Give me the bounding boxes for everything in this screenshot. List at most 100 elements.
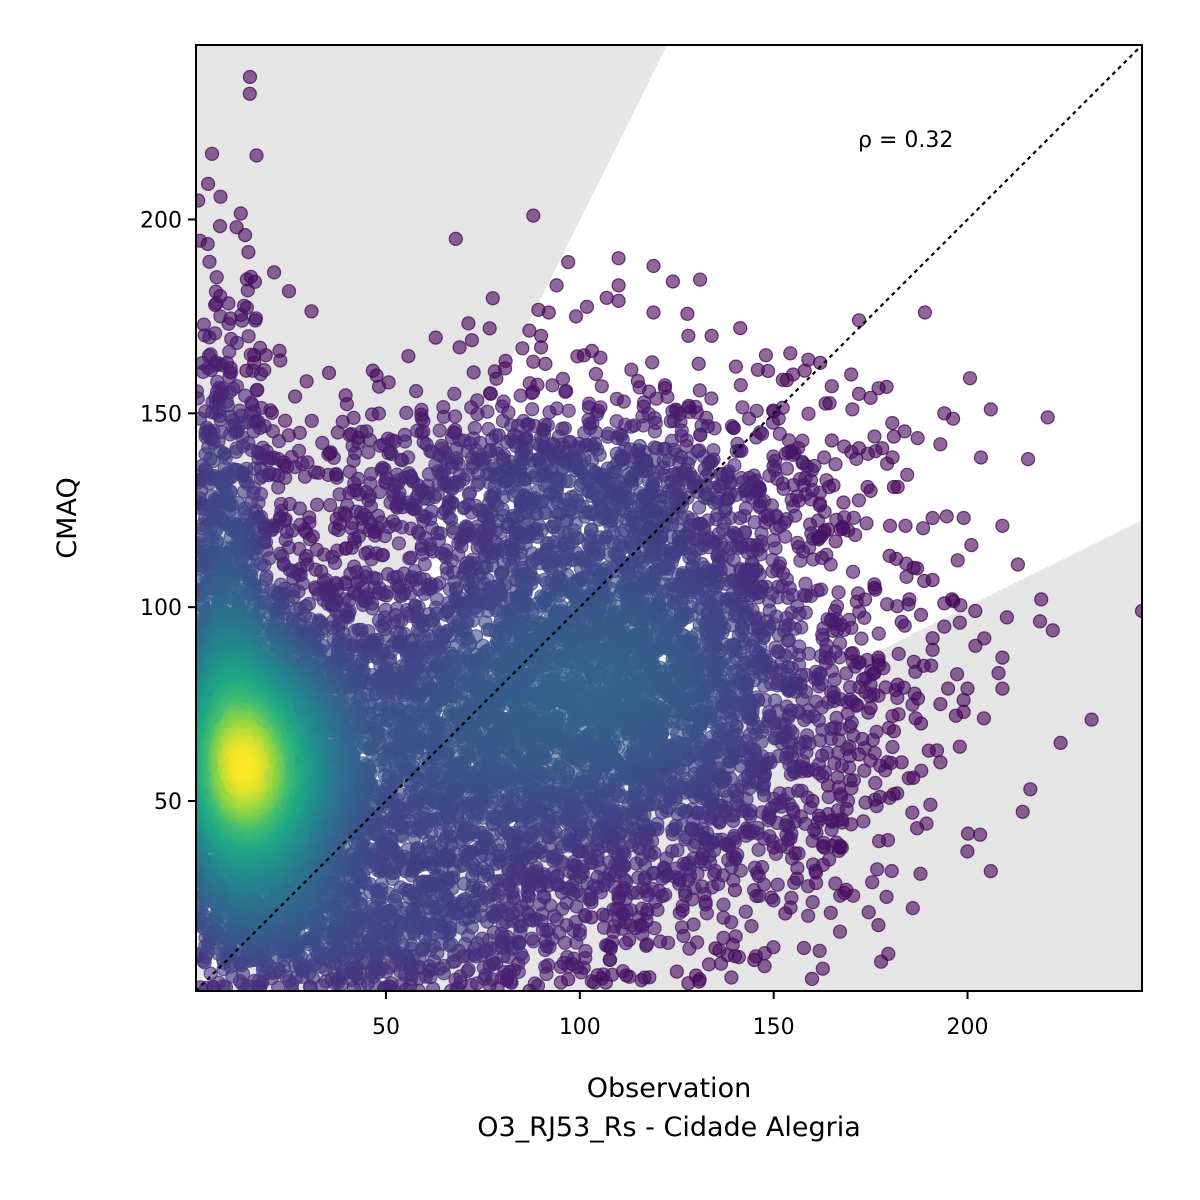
- data-point: [403, 550, 418, 565]
- data-point: [945, 411, 961, 426]
- data-point: [329, 470, 344, 485]
- data-point: [241, 245, 256, 260]
- data-point: [815, 961, 830, 976]
- data-point: [631, 870, 646, 885]
- data-point: [243, 347, 258, 362]
- data-point: [891, 646, 906, 662]
- data-point: [665, 274, 681, 289]
- data-point: [417, 586, 432, 602]
- data-point: [549, 278, 564, 293]
- data-point: [213, 412, 228, 427]
- data-point: [560, 949, 575, 965]
- data-point: [568, 309, 584, 324]
- data-point: [894, 614, 909, 630]
- data-point: [976, 711, 992, 726]
- data-point: [669, 964, 684, 979]
- data-point: [542, 405, 557, 420]
- data-point: [588, 366, 604, 382]
- data-point: [939, 509, 954, 524]
- data-point: [791, 539, 806, 555]
- data-point: [1134, 603, 1142, 619]
- data-point: [213, 189, 228, 204]
- data-point: [968, 603, 983, 619]
- data-point: [447, 386, 462, 401]
- data-point: [196, 391, 205, 406]
- data-point: [867, 429, 882, 444]
- data-point: [432, 423, 447, 438]
- data-point: [857, 763, 872, 778]
- data-point: [649, 391, 664, 406]
- data-point: [776, 481, 791, 496]
- data-point: [910, 431, 925, 446]
- data-point: [899, 569, 914, 585]
- data-point: [913, 866, 928, 881]
- data-point: [851, 493, 867, 508]
- data-point: [728, 359, 744, 374]
- data-point: [515, 341, 530, 356]
- data-point: [819, 473, 834, 488]
- data-point: [733, 378, 748, 393]
- data-point: [674, 920, 690, 935]
- data-point: [461, 962, 476, 977]
- data-point: [741, 411, 757, 426]
- data-point: [898, 518, 913, 533]
- data-point: [526, 354, 541, 369]
- data-point: [908, 711, 923, 726]
- data-point: [691, 356, 706, 371]
- data-point: [680, 306, 695, 321]
- data-point: [234, 313, 250, 328]
- data-point: [956, 510, 971, 526]
- data-point: [775, 372, 790, 387]
- data-point: [852, 604, 867, 619]
- data-point: [870, 862, 885, 877]
- data-point: [533, 340, 549, 355]
- data-point: [744, 918, 759, 934]
- data-point: [940, 681, 956, 696]
- data-point: [649, 441, 665, 456]
- data-point: [466, 365, 481, 380]
- data-point: [933, 696, 948, 712]
- data-point: [972, 827, 988, 842]
- data-point: [832, 924, 848, 939]
- data-point: [525, 402, 540, 417]
- data-point: [779, 461, 795, 476]
- data-point: [653, 934, 668, 949]
- data-point: [209, 270, 224, 285]
- data-point: [485, 291, 500, 306]
- data-point: [310, 497, 325, 512]
- data-point: [545, 378, 560, 393]
- data-point: [754, 805, 770, 820]
- data-point: [948, 708, 964, 723]
- data-point: [208, 297, 223, 313]
- data-point: [624, 362, 639, 377]
- data-point: [238, 388, 253, 403]
- data-point: [561, 403, 576, 418]
- data-point: [595, 907, 611, 922]
- data-point: [204, 146, 220, 161]
- data-point: [596, 920, 612, 935]
- data-point: [668, 818, 683, 834]
- data-point: [611, 278, 626, 293]
- data-point: [885, 415, 900, 431]
- data-point: [692, 272, 708, 287]
- data-point: [805, 857, 821, 872]
- data-point: [956, 692, 971, 708]
- data-point: [821, 789, 836, 805]
- data-point: [704, 391, 719, 406]
- data-point: [527, 976, 542, 991]
- data-point: [828, 876, 843, 891]
- data-point: [288, 389, 303, 404]
- data-point: [812, 943, 827, 958]
- data-point: [602, 952, 617, 967]
- data-point: [593, 350, 608, 365]
- data-point: [689, 935, 705, 950]
- data-point: [804, 526, 819, 541]
- data-point: [828, 534, 843, 549]
- data-point: [731, 949, 747, 965]
- data-point: [561, 255, 576, 270]
- data-point: [645, 355, 660, 370]
- data-point: [770, 877, 785, 892]
- data-point: [1020, 452, 1036, 467]
- data-point: [302, 532, 318, 547]
